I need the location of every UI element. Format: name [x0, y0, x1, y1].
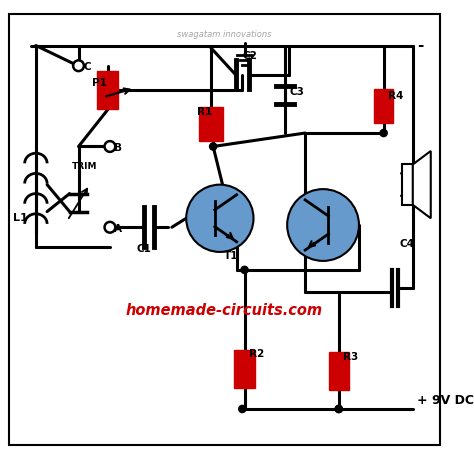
Circle shape — [105, 141, 115, 152]
FancyBboxPatch shape — [9, 14, 440, 445]
Text: homemade-circuits.com: homemade-circuits.com — [126, 303, 323, 318]
Circle shape — [73, 60, 84, 71]
Text: C1: C1 — [137, 244, 152, 254]
Text: C4: C4 — [399, 240, 414, 249]
Circle shape — [210, 143, 217, 150]
Text: swagatam innovations: swagatam innovations — [177, 29, 272, 39]
Text: R1: R1 — [198, 107, 213, 117]
FancyBboxPatch shape — [235, 349, 255, 388]
FancyBboxPatch shape — [97, 71, 118, 110]
Text: T1: T1 — [224, 251, 239, 261]
Text: TRIM: TRIM — [72, 162, 97, 171]
Text: R3: R3 — [343, 352, 358, 362]
Circle shape — [239, 405, 246, 413]
Text: B: B — [114, 143, 122, 153]
Text: + 9V DC: + 9V DC — [417, 393, 474, 407]
Polygon shape — [413, 151, 431, 218]
Circle shape — [335, 405, 342, 413]
Text: R2: R2 — [249, 349, 264, 359]
Circle shape — [287, 189, 359, 261]
Text: P1: P1 — [92, 78, 107, 88]
Circle shape — [105, 222, 115, 233]
Text: -: - — [417, 38, 424, 53]
Text: R4: R4 — [388, 91, 403, 101]
FancyBboxPatch shape — [199, 107, 223, 141]
Circle shape — [335, 405, 342, 413]
Text: C: C — [83, 62, 91, 72]
Circle shape — [241, 266, 248, 274]
Circle shape — [380, 129, 387, 137]
FancyBboxPatch shape — [401, 164, 413, 205]
Text: L1: L1 — [13, 213, 28, 223]
Text: T2: T2 — [337, 219, 351, 229]
Text: C3: C3 — [290, 87, 304, 97]
Circle shape — [186, 185, 254, 252]
Text: C2: C2 — [242, 51, 257, 61]
FancyBboxPatch shape — [328, 352, 349, 390]
FancyBboxPatch shape — [374, 90, 393, 123]
Text: A: A — [114, 224, 122, 234]
